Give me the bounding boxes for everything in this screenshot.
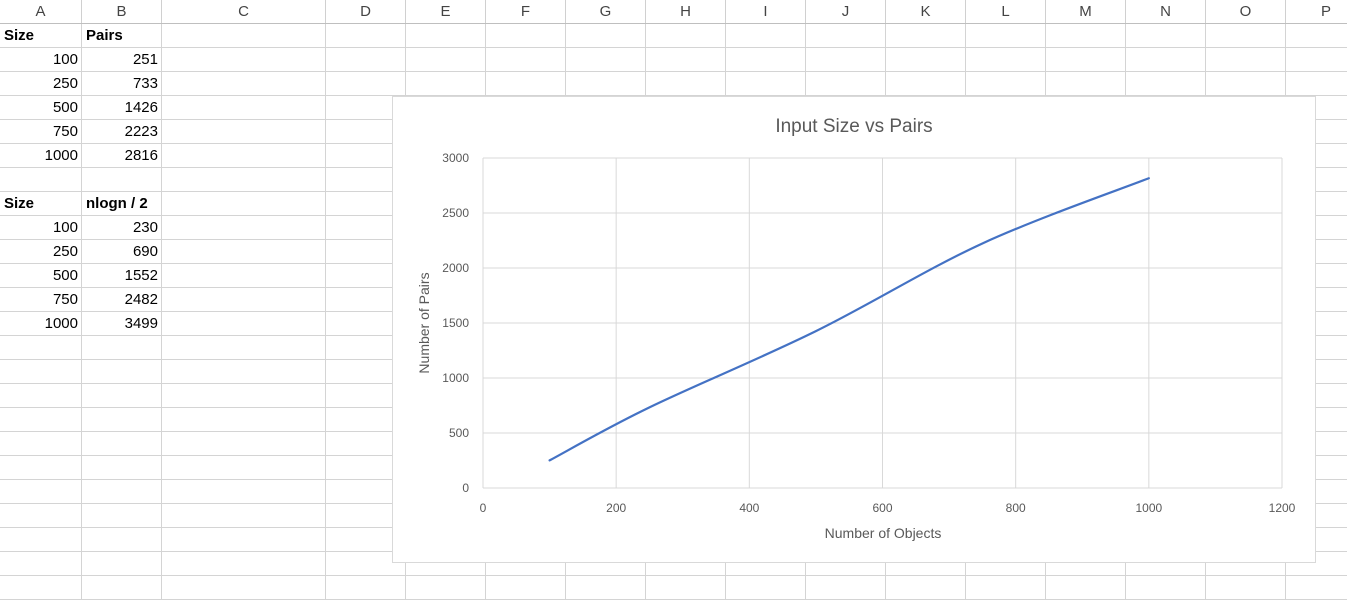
x-axis-label: Number of Objects	[825, 525, 942, 541]
nlogn-table-value-cell[interactable]: 250	[52, 243, 78, 260]
pairs-table-header-cell[interactable]: Size	[4, 27, 35, 44]
nlogn-table-value-cell[interactable]: 690	[132, 243, 158, 260]
nlogn-table-value-cell[interactable]: 500	[52, 267, 78, 284]
nlogn-table-header-cell[interactable]: Size	[4, 195, 35, 212]
nlogn-table-value-cell[interactable]: 2482	[124, 291, 158, 308]
row-gridline	[0, 47, 1347, 48]
column-header-h[interactable]: H	[646, 0, 726, 23]
y-tick-label: 1000	[442, 371, 469, 385]
pairs-table-value-cell[interactable]: 100	[52, 51, 78, 68]
column-header-m[interactable]: M	[1046, 0, 1126, 23]
column-header-c[interactable]: C	[162, 0, 326, 23]
column-header-d[interactable]: D	[326, 0, 406, 23]
y-tick-label: 1500	[442, 316, 469, 330]
chart-gridlines	[482, 157, 1283, 489]
column-header-n[interactable]: N	[1126, 0, 1206, 23]
row-gridline	[0, 575, 1347, 576]
y-tick-label: 0	[462, 481, 469, 495]
pairs-table-value-cell[interactable]: 2816	[124, 147, 158, 164]
line-chart[interactable]: Input Size vs Pairs 0 500 1000 1500 2000 2500…	[392, 96, 1316, 563]
chart-title: Input Size vs Pairs	[775, 116, 932, 137]
x-tick-label: 200	[606, 501, 626, 515]
pairs-table-header-cell[interactable]: Pairs	[86, 27, 123, 44]
column-header-p[interactable]: P	[1286, 0, 1347, 23]
chart-series	[548, 177, 1150, 462]
nlogn-table-header-cell[interactable]: nlogn / 2	[86, 195, 148, 212]
column-header-b[interactable]: B	[82, 0, 162, 23]
series-line[interactable]	[548, 177, 1150, 462]
nlogn-table-value-cell[interactable]: 3499	[124, 315, 158, 332]
pairs-table-value-cell[interactable]: 1000	[44, 147, 78, 164]
column-header-i[interactable]: I	[726, 0, 806, 23]
column-header-j[interactable]: J	[806, 0, 886, 23]
column-gridline	[81, 24, 82, 600]
x-tick-label: 400	[739, 501, 759, 515]
column-header-g[interactable]: G	[566, 0, 646, 23]
column-header-o[interactable]: O	[1206, 0, 1286, 23]
column-header-f[interactable]: F	[486, 0, 566, 23]
pairs-table-value-cell[interactable]: 251	[132, 51, 158, 68]
column-header-e[interactable]: E	[406, 0, 486, 23]
column-header-a[interactable]: A	[0, 0, 82, 23]
row-gridline	[0, 95, 1347, 96]
x-tick-label: 800	[1006, 501, 1026, 515]
y-tick-label: 3000	[442, 151, 469, 165]
pairs-table-value-cell[interactable]: 1426	[124, 99, 158, 116]
y-tick-label: 500	[449, 426, 469, 440]
pairs-table-value-cell[interactable]: 733	[132, 75, 158, 92]
y-axis-label: Number of Pairs	[416, 272, 432, 373]
nlogn-table-value-cell[interactable]: 230	[132, 219, 158, 236]
column-gridline	[161, 24, 162, 600]
nlogn-table-value-cell[interactable]: 100	[52, 219, 78, 236]
column-gridline	[325, 24, 326, 600]
chart-canvas: Input Size vs Pairs 05001000150020002500…	[416, 116, 1296, 541]
x-tick-label: 600	[872, 501, 892, 515]
y-axis-ticks: 0 500 1000 1500 2000 2500 3000	[442, 151, 469, 495]
pairs-table-value-cell[interactable]: 750	[52, 123, 78, 140]
y-tick-label: 2500	[442, 206, 469, 220]
pairs-table-value-cell[interactable]: 2223	[124, 123, 158, 140]
nlogn-table-value-cell[interactable]: 1000	[44, 315, 78, 332]
pairs-table-value-cell[interactable]: 250	[52, 75, 78, 92]
x-tick-label: 1200	[1269, 501, 1296, 515]
x-axis-ticks: 0 200 400 600 800 1000 1200	[480, 501, 1296, 515]
row-gridline	[0, 71, 1347, 72]
x-tick-label: 1000	[1135, 501, 1162, 515]
column-header-l[interactable]: L	[966, 0, 1046, 23]
column-header-k[interactable]: K	[886, 0, 966, 23]
pairs-table-value-cell[interactable]: 500	[52, 99, 78, 116]
nlogn-table-value-cell[interactable]: 1552	[124, 267, 158, 284]
x-tick-label: 0	[480, 501, 487, 515]
y-tick-label: 2000	[442, 261, 469, 275]
nlogn-table-value-cell[interactable]: 750	[52, 291, 78, 308]
